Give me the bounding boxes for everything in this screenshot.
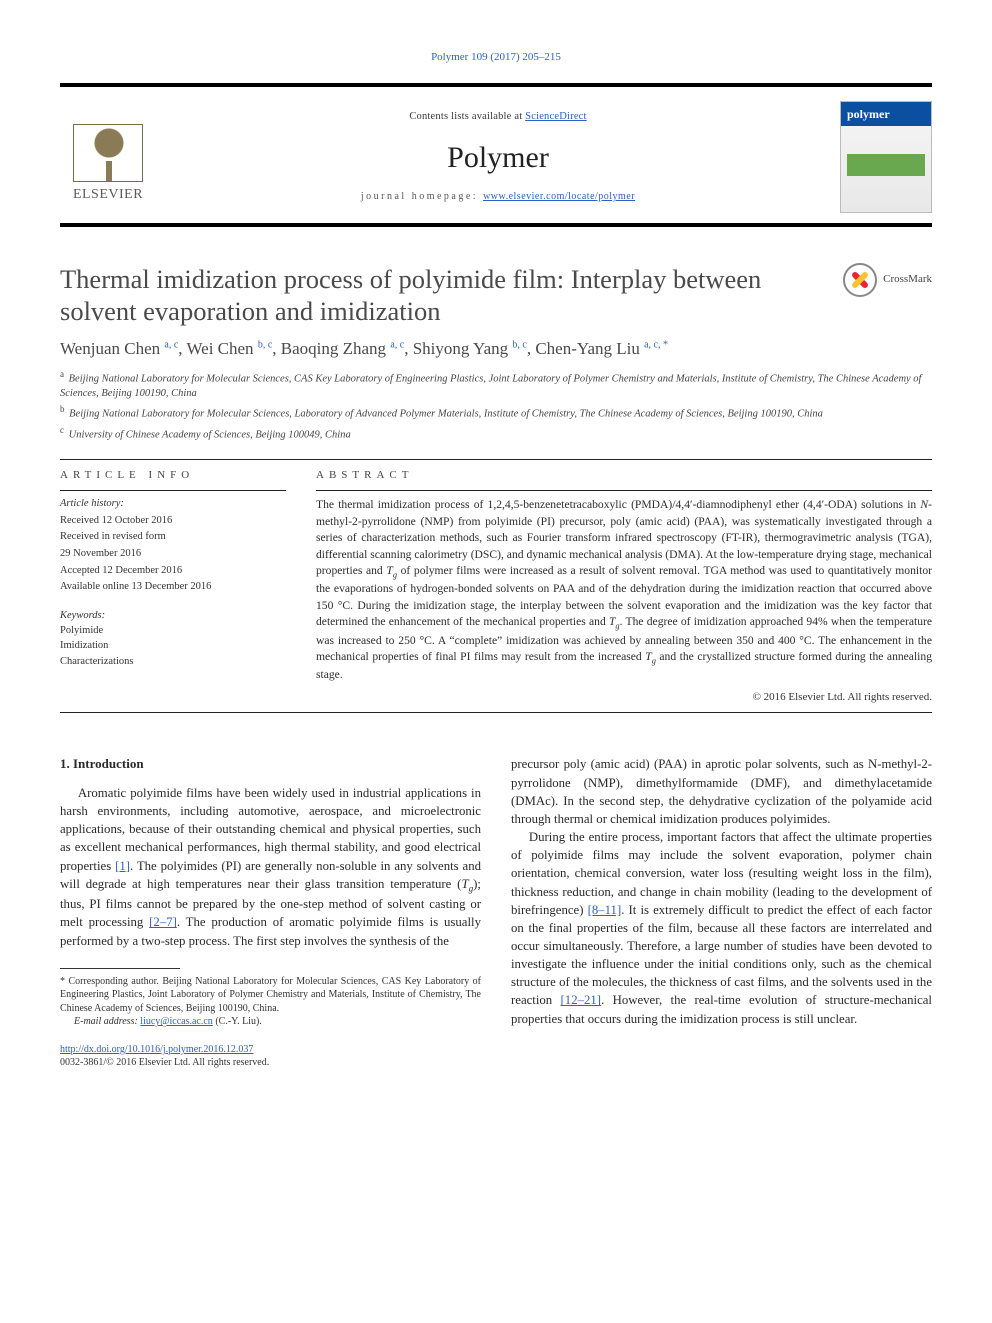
author-list: Wenjuan Chen a, c, Wei Chen b, c, Baoqin… — [60, 338, 932, 361]
abstract-rule — [316, 490, 932, 491]
affiliation-list: a Beijing National Laboratory for Molecu… — [60, 368, 932, 442]
article-info-column: ARTICLE INFO Article history: Received 1… — [60, 468, 286, 705]
history-line: 29 November 2016 — [60, 547, 286, 562]
top-citation-link[interactable]: Polymer 109 (2017) 205–215 — [60, 50, 932, 65]
corresponding-email-link[interactable]: liucy@iccas.ac.cn — [140, 1016, 213, 1027]
ref-link[interactable]: [8–11] — [588, 903, 622, 917]
article-history-list: Received 12 October 2016Received in revi… — [60, 514, 286, 595]
ref-link[interactable]: [2–7] — [149, 915, 177, 929]
crossmark-widget[interactable]: CrossMark — [843, 263, 932, 297]
body-left-column: 1. Introduction Aromatic polyimide films… — [60, 755, 481, 1068]
corresponding-author-footnote: * Corresponding author. Beijing National… — [60, 975, 481, 1016]
journal-homepage-line: journal homepage: www.elsevier.com/locat… — [174, 190, 822, 204]
article-title: Thermal imidization process of polyimide… — [60, 263, 827, 328]
journal-title: Polymer — [174, 138, 822, 179]
history-line: Available online 13 December 2016 — [60, 580, 286, 595]
email-author-suffix: (C.-Y. Liu). — [213, 1016, 262, 1027]
section-number: 1. — [60, 756, 70, 771]
publisher-logo: ELSEVIER — [60, 109, 156, 205]
journal-cover-thumbnail: polymer — [840, 101, 932, 213]
contents-lists-line: Contents lists available at ScienceDirec… — [174, 110, 822, 124]
footnote-rule — [60, 968, 180, 969]
section-rule — [60, 459, 932, 460]
ref-link[interactable]: [1] — [115, 859, 130, 873]
issn-copyright: 0032-3861/© 2016 Elsevier Ltd. All right… — [60, 1057, 269, 1068]
contents-prefix: Contents lists available at — [409, 111, 525, 122]
cover-title: polymer — [841, 102, 931, 126]
section-title: Introduction — [73, 756, 144, 771]
body-right-column: precursor poly (amic acid) (PAA) in apro… — [511, 755, 932, 1068]
section-1-heading: 1. Introduction — [60, 755, 481, 773]
doi-copyright-block: http://dx.doi.org/10.1016/j.polymer.2016… — [60, 1043, 481, 1069]
journal-masthead: ELSEVIER Contents lists available at Sci… — [60, 83, 932, 227]
section-rule-bottom — [60, 712, 932, 713]
history-line: Received in revised form — [60, 530, 286, 545]
email-label: E-mail address: — [74, 1016, 140, 1027]
article-history-label: Article history: — [60, 497, 286, 511]
keyword: Imidization — [60, 638, 286, 653]
intro-paragraph-1b: precursor poly (amic acid) (PAA) in apro… — [511, 755, 932, 828]
homepage-prefix: journal homepage: — [361, 191, 483, 202]
footnote-text: Corresponding author. Beijing National L… — [60, 976, 481, 1014]
crossmark-label: CrossMark — [883, 272, 932, 287]
crossmark-icon — [843, 263, 877, 297]
email-footnote: E-mail address: liucy@iccas.ac.cn (C.-Y.… — [60, 1015, 481, 1029]
ref-link[interactable]: [12–21] — [561, 993, 602, 1007]
abstract-column: ABSTRACT The thermal imidization process… — [316, 468, 932, 705]
affiliation: c University of Chinese Academy of Scien… — [60, 424, 932, 443]
intro-paragraph-2: During the entire process, important fac… — [511, 828, 932, 1028]
abstract-heading: ABSTRACT — [316, 468, 932, 483]
history-line: Received 12 October 2016 — [60, 514, 286, 529]
article-info-heading: ARTICLE INFO — [60, 468, 286, 483]
keywords-list: PolyimideImidizationCharacterizations — [60, 623, 286, 669]
abstract-copyright: © 2016 Elsevier Ltd. All rights reserved… — [316, 690, 932, 705]
publisher-name: ELSEVIER — [73, 186, 143, 205]
intro-paragraph-1a: Aromatic polyimide films have been widel… — [60, 784, 481, 950]
keywords-label: Keywords: — [60, 609, 286, 623]
sciencedirect-link[interactable]: ScienceDirect — [525, 111, 586, 122]
info-rule — [60, 490, 286, 491]
elsevier-tree-icon — [73, 124, 143, 182]
affiliation: b Beijing National Laboratory for Molecu… — [60, 403, 932, 422]
doi-link[interactable]: http://dx.doi.org/10.1016/j.polymer.2016… — [60, 1044, 253, 1055]
abstract-text: The thermal imidization process of 1,2,4… — [316, 497, 932, 683]
journal-homepage-link[interactable]: www.elsevier.com/locate/polymer — [483, 191, 635, 202]
history-line: Accepted 12 December 2016 — [60, 564, 286, 579]
affiliation: a Beijing National Laboratory for Molecu… — [60, 368, 932, 401]
keyword: Polyimide — [60, 623, 286, 638]
keyword: Characterizations — [60, 654, 286, 669]
